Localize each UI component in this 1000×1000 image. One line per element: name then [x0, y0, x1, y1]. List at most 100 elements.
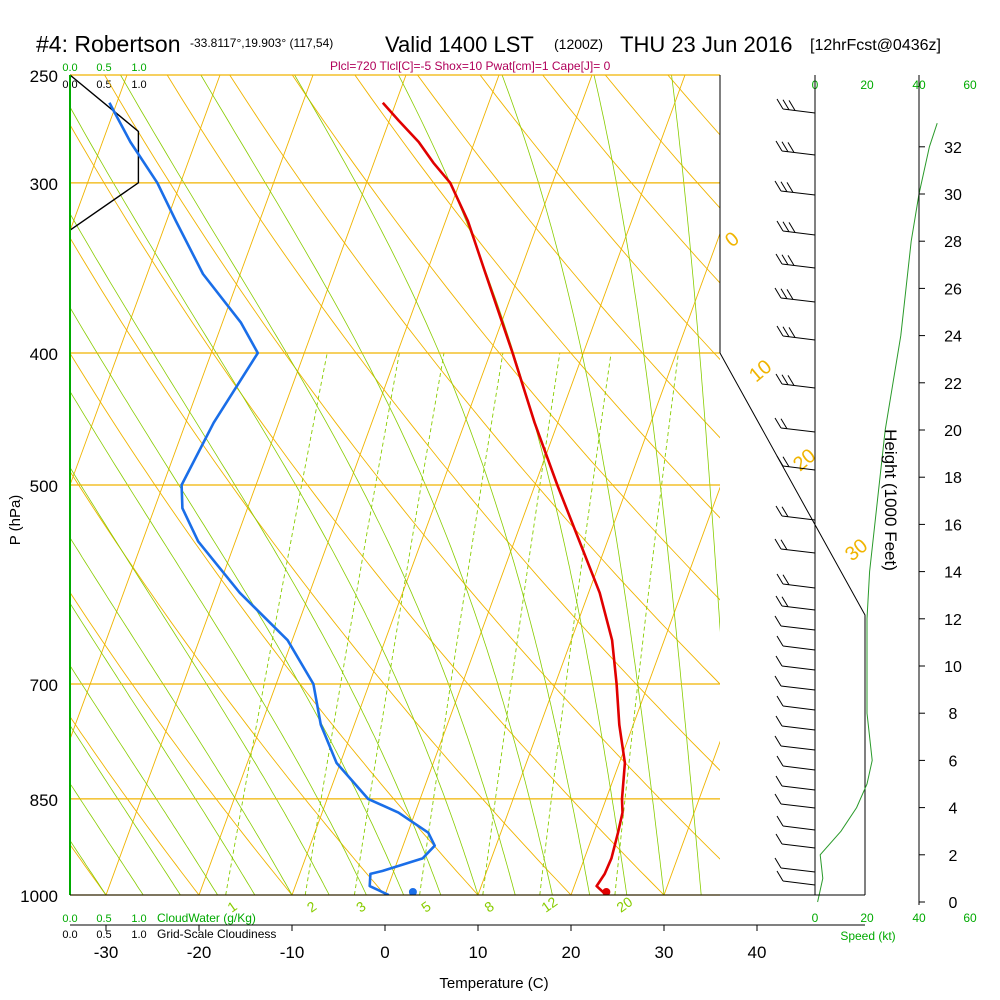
top-cloudwater-tick: 0.0 [62, 62, 77, 74]
dry-adiabat-line [70, 352, 479, 895]
moist-adiabat-line [70, 664, 218, 895]
barb-feather [776, 573, 784, 585]
station-coords: -33.8117°,19.903° (117,54) [190, 36, 333, 50]
bottom-speed-tick: 60 [963, 911, 977, 925]
barb-shaft [782, 108, 816, 114]
station-title: #4: Robertson [36, 31, 180, 57]
moist-adiabat-line [70, 782, 144, 895]
dry-adiabat-label: 30 [841, 535, 872, 566]
height-tick-label: 0 [949, 895, 958, 912]
pressure-tick-label: 300 [30, 175, 58, 194]
cloudiness-line [69, 74, 140, 231]
isotherm-line [850, 75, 1000, 895]
wind-barb [775, 253, 816, 269]
mixing-ratio-line [225, 352, 328, 895]
barb-feather [787, 375, 795, 386]
dry-adiabat-line [229, 75, 720, 685]
dry-adiabat-line [70, 123, 665, 895]
valid-time: Valid 1400 LST [385, 32, 534, 57]
cloudiness-label: Grid-Scale Cloudiness [157, 927, 276, 941]
wind-barb [774, 615, 816, 631]
barb-feather [774, 417, 782, 429]
barb-shaft [780, 625, 816, 631]
mixing-ratio-label: 2 [304, 898, 320, 916]
isotherm-line [70, 75, 128, 233]
barb-shaft [780, 427, 816, 433]
height-tick-label: 24 [944, 329, 962, 346]
height-tick-label: 28 [944, 234, 962, 251]
x-tick-label: -30 [94, 943, 119, 962]
wind-barb [775, 373, 816, 389]
barb-feather [781, 374, 789, 385]
speed-label: Speed (kt) [840, 929, 895, 943]
barb-feather [782, 99, 790, 110]
barb-feather [775, 505, 783, 517]
pressure-tick-label: 850 [30, 791, 58, 810]
moist-adiabat-line [70, 106, 479, 895]
wind-barb [774, 735, 816, 751]
barb-feather [788, 100, 796, 111]
barb-feather [774, 615, 782, 627]
x-axis-label: Temperature (C) [439, 975, 548, 992]
barb-feather [781, 141, 789, 152]
mixing-ratio-line [482, 352, 561, 895]
pressure-tick-label: 500 [30, 477, 58, 496]
barb-feather [776, 325, 784, 337]
barb-feather [775, 140, 783, 152]
height-tick-label: 18 [944, 470, 962, 487]
bottom-scales: 0.0 0.5 1.0 CloudWater (g/Kg) 0.0 0.5 1.0 Grid-… [62, 911, 977, 943]
wind-barb [775, 595, 816, 611]
barb-feather [776, 455, 784, 467]
moist-adiabat-line [294, 75, 590, 895]
mixing-ratio-label: 12 [538, 893, 560, 915]
mixing-ratio-label: 3 [353, 898, 369, 916]
moist-adiabat-line [70, 306, 404, 895]
wind-barb [776, 815, 816, 831]
x-tick-label: 0 [380, 943, 389, 962]
wind-barb [776, 573, 816, 589]
barb-feather [774, 735, 782, 747]
barb-feather [782, 221, 790, 232]
barb-shaft [782, 705, 816, 711]
height-tick-label: 22 [944, 376, 962, 393]
top-cloudiness-tick: 1.0 [131, 79, 146, 91]
barb-feather [788, 222, 796, 233]
wind-barb [775, 140, 816, 156]
x-tick-label: -10 [280, 943, 305, 962]
barb-shaft [781, 150, 816, 156]
barb-feather [776, 815, 784, 827]
wind-speed-profile [817, 123, 938, 903]
barb-feather [788, 327, 796, 338]
barb-shaft [780, 867, 816, 873]
barb-shaft [781, 605, 816, 611]
barb-feather [774, 675, 782, 687]
moist-adiabat-line [200, 75, 553, 895]
bottom-speed-tick: 0 [812, 911, 819, 925]
height-tick-label: 20 [944, 423, 962, 440]
barb-feather [780, 181, 788, 192]
barb-shaft [780, 745, 816, 751]
height-tick-label: 6 [949, 753, 958, 770]
panel-boundary [719, 352, 866, 895]
height-tick-label: 12 [944, 612, 962, 629]
barb-feather [781, 254, 789, 265]
surface-point [408, 888, 417, 895]
wind-barb [775, 833, 816, 849]
x-tick-label: 20 [562, 943, 581, 962]
bottom-cloudwater-tick: 0.5 [96, 913, 111, 925]
barb-feather [776, 635, 784, 647]
dewpoint-profile [108, 102, 437, 895]
dry-adiabat-label: 10 [745, 356, 776, 387]
barb-shaft [780, 548, 816, 554]
wind-barb [776, 325, 816, 341]
moist-adiabat-line [70, 466, 330, 895]
dry-adiabat-line [291, 75, 720, 601]
pressure-tick-label: 400 [30, 345, 58, 364]
isotherm-line [663, 740, 720, 895]
barb-shaft [781, 843, 816, 849]
barb-shaft [780, 297, 816, 303]
barb-shaft [782, 765, 816, 771]
wind-barb [775, 715, 816, 731]
barb-feather [786, 289, 794, 300]
